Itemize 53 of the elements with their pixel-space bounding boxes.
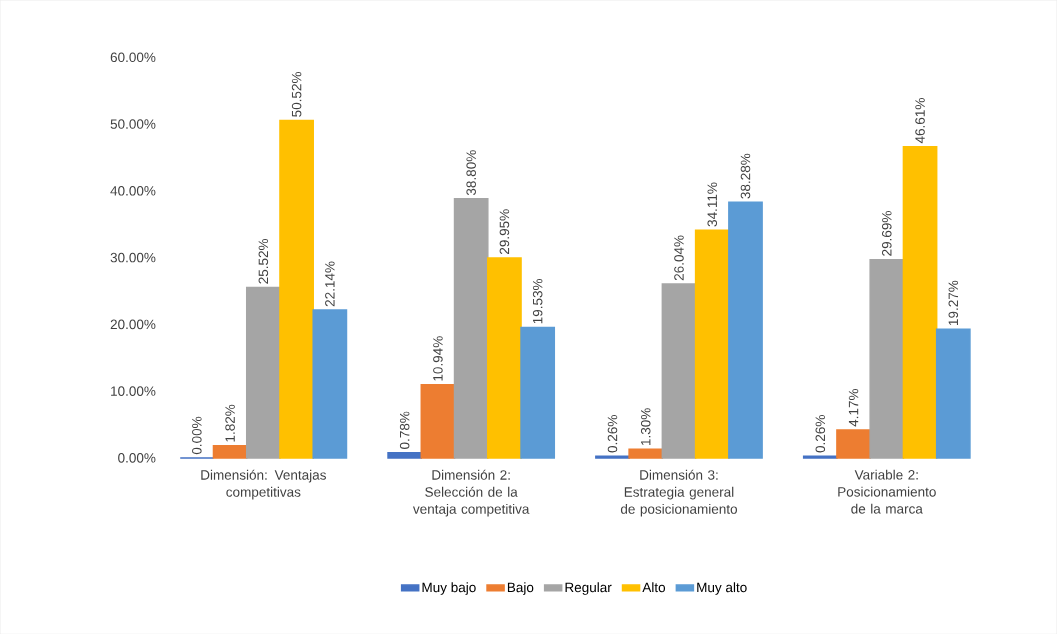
data-label: 1.30% <box>640 407 651 445</box>
data-label: 29.69% <box>882 210 892 256</box>
data-label: 50.52% <box>291 71 302 117</box>
data-label: 10.94% <box>433 336 443 381</box>
x-tick-label: Dimensión 3: Estrategia general de posicionamiento <box>620 469 738 517</box>
bar <box>902 145 938 459</box>
data-label: 1.82% <box>225 404 235 442</box>
data-label: 46.61% <box>915 97 925 143</box>
data-label: 38.80% <box>466 150 476 195</box>
bar <box>487 257 522 459</box>
bar <box>836 429 871 459</box>
y-tick-label: 60.00% <box>110 52 156 62</box>
data-label: 34.11% <box>707 182 718 227</box>
y-tick-label: 0.00% <box>118 452 156 463</box>
legend-label: Regular <box>565 582 612 595</box>
bar <box>661 283 697 459</box>
y-tick-label: 20.00% <box>110 319 156 329</box>
y-tick-label: 40.00% <box>110 185 156 196</box>
data-label: 0.00% <box>192 416 202 454</box>
data-label: 22.14% <box>325 261 335 307</box>
x-tick-label: Dimensión 2: Selección de la ventaja competitiva <box>412 469 530 517</box>
data-label: 26.04% <box>674 235 684 280</box>
data-label: 0.26% <box>607 414 618 453</box>
data-label: 25.52% <box>258 238 269 284</box>
bar <box>869 258 905 459</box>
data-label: 0.26% <box>815 414 826 453</box>
legend-label: Muy alto <box>697 582 747 595</box>
y-tick-label: 30.00% <box>110 252 156 263</box>
bar <box>420 383 456 459</box>
bar <box>935 328 971 459</box>
y-tick-label: 50.00% <box>110 119 156 129</box>
bar <box>212 444 248 459</box>
x-tick-label: Dimensión: Ventajas competitivas <box>201 469 326 500</box>
bar <box>387 451 423 459</box>
bar <box>279 119 314 459</box>
bar <box>453 197 489 459</box>
data-label: 29.95% <box>499 209 510 254</box>
legend-label: Alto <box>642 582 666 593</box>
data-label: 38.28% <box>740 153 751 199</box>
y-tick-label: 10.00% <box>111 386 156 396</box>
bar <box>728 201 763 459</box>
legend-label: Bajo <box>507 582 534 595</box>
bar <box>312 309 348 459</box>
data-label: 19.53% <box>532 278 543 324</box>
data-label: 0.78% <box>399 411 410 449</box>
legend-label: Muy bajo <box>422 582 476 595</box>
bar <box>628 448 664 459</box>
bar <box>520 326 556 459</box>
data-label: 4.17% <box>848 388 859 427</box>
data-label: 19.27% <box>948 280 959 325</box>
x-tick-label: Variable 2: Posicionamiento de la marca <box>838 469 936 514</box>
bar <box>245 286 281 459</box>
bar <box>694 229 730 459</box>
